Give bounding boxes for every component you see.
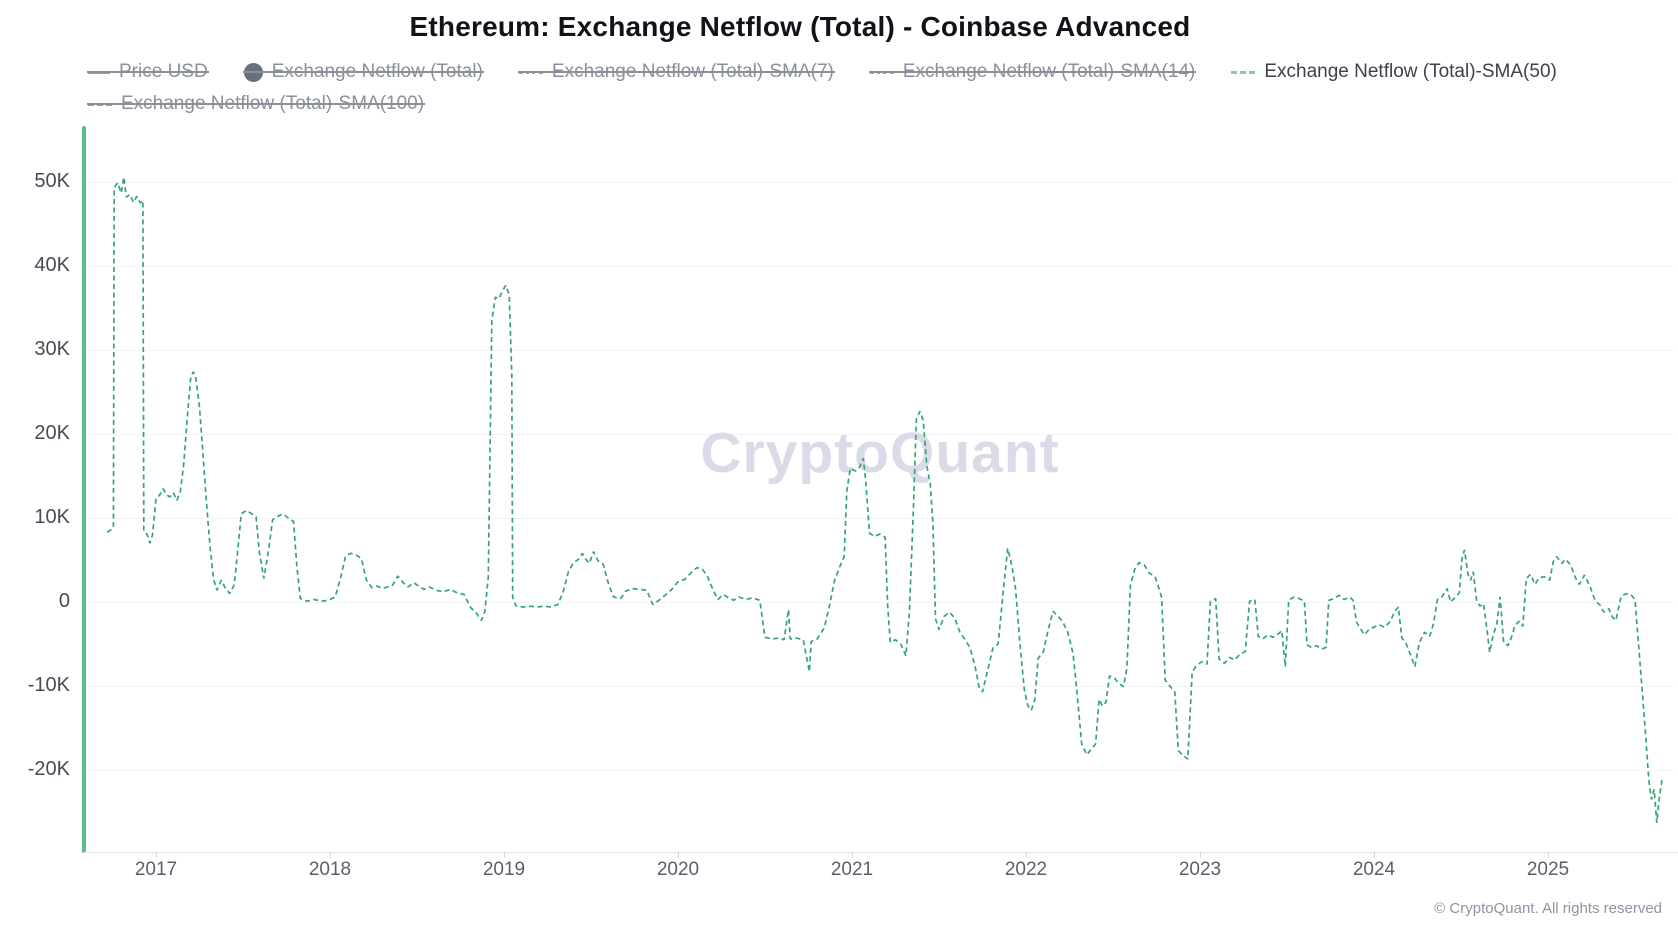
gridline bbox=[84, 686, 1674, 687]
dashed-green-marker-icon bbox=[1231, 70, 1256, 74]
legend-item-0[interactable]: Price USD bbox=[87, 60, 209, 84]
x-tick bbox=[1200, 852, 1201, 858]
legend-item-2[interactable]: Exchange Netflow (Total)-SMA(7) bbox=[517, 60, 835, 84]
x-tick-label: 2020 bbox=[656, 859, 700, 880]
x-tick-label: 2019 bbox=[482, 859, 526, 880]
legend-item-label: Exchange Netflow (Total) bbox=[271, 61, 483, 82]
legend: Price USD Exchange Netflow (Total) Exchang… bbox=[86, 60, 1560, 116]
x-tick bbox=[1548, 852, 1549, 858]
y-tick-label: 30K bbox=[34, 338, 70, 360]
x-tick bbox=[156, 852, 157, 858]
x-tick-label: 2024 bbox=[1352, 859, 1396, 880]
y-tick-label: 10K bbox=[34, 506, 70, 528]
x-tick bbox=[678, 852, 679, 858]
y-tick-label: -10K bbox=[27, 674, 70, 696]
gridline bbox=[84, 182, 1674, 183]
y-tick-label: 50K bbox=[34, 170, 70, 192]
gridline bbox=[84, 266, 1674, 267]
line-marker-icon bbox=[88, 70, 110, 74]
gridline bbox=[84, 518, 1674, 519]
y-tick-label: 0 bbox=[58, 590, 70, 612]
legend-item-5[interactable]: Exchange Netflow (Total)-SMA(100) bbox=[86, 92, 426, 116]
x-tick-label: 2025 bbox=[1526, 859, 1570, 880]
y-tick-label: -20K bbox=[27, 758, 70, 780]
x-tick-label: 2021 bbox=[830, 859, 874, 880]
gridline bbox=[84, 770, 1674, 771]
legend-item-label: Price USD bbox=[119, 61, 208, 82]
gridline bbox=[84, 350, 1674, 351]
copyright-text: © CryptoQuant. All rights reserved bbox=[1434, 900, 1662, 917]
dotted-marker-icon bbox=[518, 70, 543, 74]
y-tick-label: 40K bbox=[34, 254, 70, 276]
legend-item-label: Exchange Netflow (Total)-SMA(7) bbox=[551, 61, 834, 82]
legend-item-4[interactable]: Exchange Netflow (Total)-SMA(50) bbox=[1231, 60, 1557, 84]
x-tick-label: 2018 bbox=[308, 859, 352, 880]
x-tick-label: 2017 bbox=[134, 859, 178, 880]
dotted-marker-icon bbox=[869, 70, 894, 74]
x-tick-label: 2023 bbox=[1178, 859, 1222, 880]
x-tick bbox=[330, 852, 331, 858]
legend-item-label: Exchange Netflow (Total)-SMA(100) bbox=[121, 93, 425, 114]
x-tick-label: 2022 bbox=[1004, 859, 1048, 880]
circle-marker-icon bbox=[243, 62, 263, 82]
chart-title: Ethereum: Exchange Netflow (Total) - Coi… bbox=[409, 11, 1191, 42]
x-axis-line bbox=[84, 852, 1678, 853]
x-tick bbox=[852, 852, 853, 858]
gridline bbox=[84, 434, 1674, 435]
y-axis-line bbox=[82, 126, 86, 853]
x-tick bbox=[1374, 852, 1375, 858]
legend-item-label: Exchange Netflow (Total)-SMA(50) bbox=[1264, 61, 1557, 82]
legend-item-3[interactable]: Exchange Netflow (Total)-SMA(14) bbox=[868, 60, 1196, 84]
dashed-marker-icon bbox=[88, 102, 112, 106]
y-tick-label: 20K bbox=[34, 422, 70, 444]
legend-item-label: Exchange Netflow (Total)-SMA(14) bbox=[902, 61, 1196, 82]
x-tick bbox=[1026, 852, 1027, 858]
x-tick bbox=[504, 852, 505, 858]
gridline bbox=[84, 602, 1674, 603]
legend-item-1[interactable]: Exchange Netflow (Total) bbox=[242, 60, 485, 84]
